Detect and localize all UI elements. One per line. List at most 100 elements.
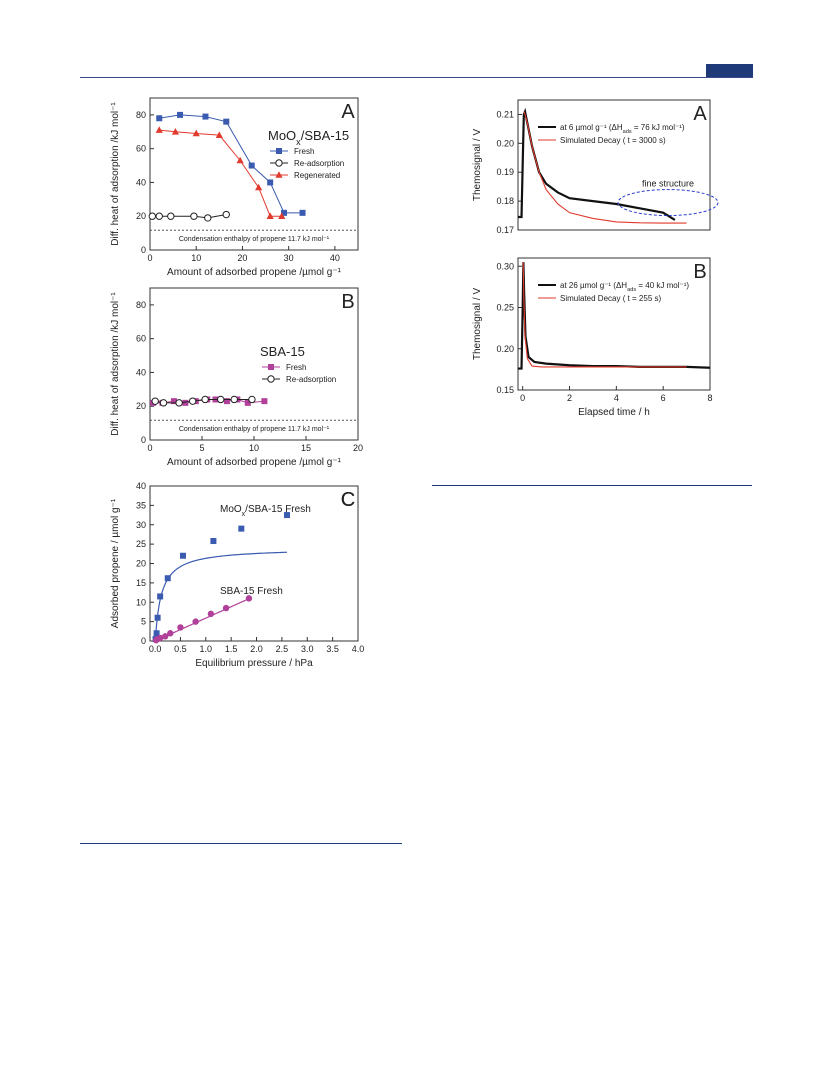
fine-structure-label: fine structure	[642, 179, 694, 189]
y-tick-label: 0.21	[496, 109, 514, 119]
data-point	[215, 131, 223, 138]
data-point	[244, 399, 251, 406]
data-point	[162, 633, 169, 640]
heat-of-adsorption-moox-chart: 0 10 20 30 40 0 20 40 60 80 Amount of adsorbed pro…	[110, 97, 359, 278]
data-point	[170, 398, 177, 405]
series-line	[159, 114, 303, 214]
y-tick-label: 0.18	[496, 196, 514, 206]
y-tick-label: 0.17	[496, 225, 514, 235]
data-point	[230, 395, 238, 404]
section-rule-right	[432, 485, 752, 486]
data-point	[236, 156, 244, 164]
data-point	[167, 630, 174, 637]
x-tick-label: 1.0	[200, 644, 213, 654]
data-point	[283, 512, 290, 519]
x-tick-label: 2.0	[250, 644, 263, 654]
panel-letter: B	[693, 261, 706, 283]
legend-label: at 6 µmol g⁻¹ (ΔHads = 76 kJ mol⁻¹)	[560, 123, 685, 135]
data-point	[238, 525, 245, 532]
legend-marker	[267, 375, 275, 383]
data-point	[267, 179, 274, 186]
legend-label: at 26 µmol g⁻¹ (ΔHads = 40 kJ mol⁻¹)	[560, 281, 689, 293]
legend-label: Regenerated	[294, 171, 340, 180]
data-point	[179, 552, 186, 559]
data-point	[248, 162, 255, 169]
x-tick-label: 40	[330, 253, 340, 263]
x-tick-label: 4	[614, 393, 619, 403]
x-axis-label: Equilibrium pressure / hPa	[195, 658, 313, 669]
x-tick-label: 1.5	[225, 644, 238, 654]
data-point	[281, 209, 288, 216]
data-point	[222, 210, 230, 219]
y-axis-label: Diff. heat of adsorption /kJ mol⁻¹	[110, 292, 121, 436]
plot-frame	[149, 97, 359, 251]
y-tick-label: 10	[136, 597, 146, 607]
y-axis-label: Themosignal / V	[472, 288, 483, 361]
plot-frame	[149, 287, 359, 441]
x-axis-label: Amount of adsorbed propene /µmol g⁻¹	[167, 267, 342, 278]
data-point	[204, 214, 212, 222]
data-point	[266, 212, 274, 220]
panel-letter: A	[693, 103, 707, 125]
legend-marker	[275, 171, 283, 178]
y-tick-label: 60	[136, 144, 146, 154]
condensation-label: Condensation enthalpy of propene 11.7 kJ…	[179, 426, 330, 433]
panel-letter: C	[341, 489, 355, 511]
y-axis-label: Themosignal / V	[472, 129, 483, 202]
data-point	[261, 398, 268, 405]
data-point	[156, 634, 164, 642]
data-point	[159, 399, 168, 407]
fit-curve	[154, 551, 287, 642]
chart-title: SBA-15	[260, 344, 305, 359]
data-point	[182, 399, 189, 406]
signal-trace	[523, 111, 687, 224]
data-point	[177, 624, 184, 631]
y-tick-label: 30	[136, 520, 146, 530]
data-point	[153, 630, 160, 637]
panel-letter: C	[341, 489, 355, 511]
x-tick-label: 4.0	[352, 644, 365, 654]
data-point	[151, 397, 159, 405]
data-point	[245, 595, 253, 602]
x-tick-label: 10	[249, 443, 259, 453]
heat-of-adsorption-sba15-chart: 0 5 10 15 20 0 20 40 60 80 Amount of adsorbed prop…	[110, 287, 363, 468]
legend-label: Fresh	[294, 147, 314, 156]
x-tick-label: 0.0	[149, 644, 162, 654]
x-tick-label: 0.5	[174, 644, 187, 654]
legend-label: Re-adsorption	[286, 375, 336, 384]
series-label: SBA-15 Fresh	[220, 586, 283, 597]
condensation-label: Condensation enthalpy of propene 11.7 kJ…	[179, 236, 330, 243]
series-line	[159, 129, 282, 217]
y-tick-label: 0.30	[496, 261, 514, 271]
data-point	[175, 399, 183, 407]
data-point	[177, 111, 184, 118]
page-number-tab	[706, 64, 753, 77]
panel-letter: B	[341, 291, 354, 313]
thermosignal-26umol-chart: 0 2 4 6 8 0.15 0.20 0.25 0.30 Elapsed time / h The…	[472, 257, 713, 418]
y-tick-label: 0.19	[496, 167, 514, 177]
x-tick-label: 0	[147, 443, 152, 453]
signal-trace	[518, 107, 676, 221]
data-point	[190, 212, 198, 220]
thermosignal-6umol-chart: 0.17 0.18 0.19 0.20 0.21 Themosignal / V Aat 6…	[472, 99, 719, 235]
data-point	[164, 575, 171, 582]
x-tick-label: 2	[567, 393, 572, 403]
data-point	[299, 209, 306, 216]
series-line	[152, 214, 227, 219]
data-point	[192, 129, 200, 137]
section-rule-left	[80, 843, 402, 844]
data-point	[155, 212, 163, 220]
y-tick-label: 25	[136, 539, 146, 549]
signal-trace	[522, 262, 687, 368]
y-tick-label: 40	[136, 177, 146, 187]
data-point	[157, 593, 164, 600]
data-point	[167, 212, 175, 220]
x-axis-label: Amount of adsorbed propene /µmol g⁻¹	[167, 457, 342, 468]
data-point	[223, 398, 230, 405]
legend-marker	[276, 148, 282, 154]
x-axis-label: Elapsed time / h	[578, 407, 650, 418]
y-tick-label: 80	[136, 300, 146, 310]
data-point	[155, 126, 163, 133]
y-tick-label: 0	[141, 435, 146, 445]
data-point	[202, 113, 209, 120]
